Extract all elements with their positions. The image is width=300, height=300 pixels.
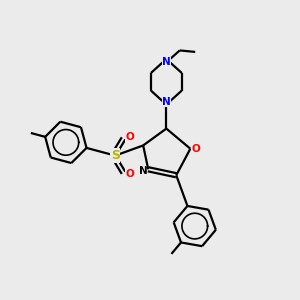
Text: N: N bbox=[162, 57, 171, 67]
Text: O: O bbox=[125, 169, 134, 179]
Text: N: N bbox=[139, 166, 147, 176]
Text: O: O bbox=[191, 144, 200, 154]
Text: O: O bbox=[125, 132, 134, 142]
Text: N: N bbox=[162, 97, 171, 107]
Text: S: S bbox=[111, 149, 120, 162]
